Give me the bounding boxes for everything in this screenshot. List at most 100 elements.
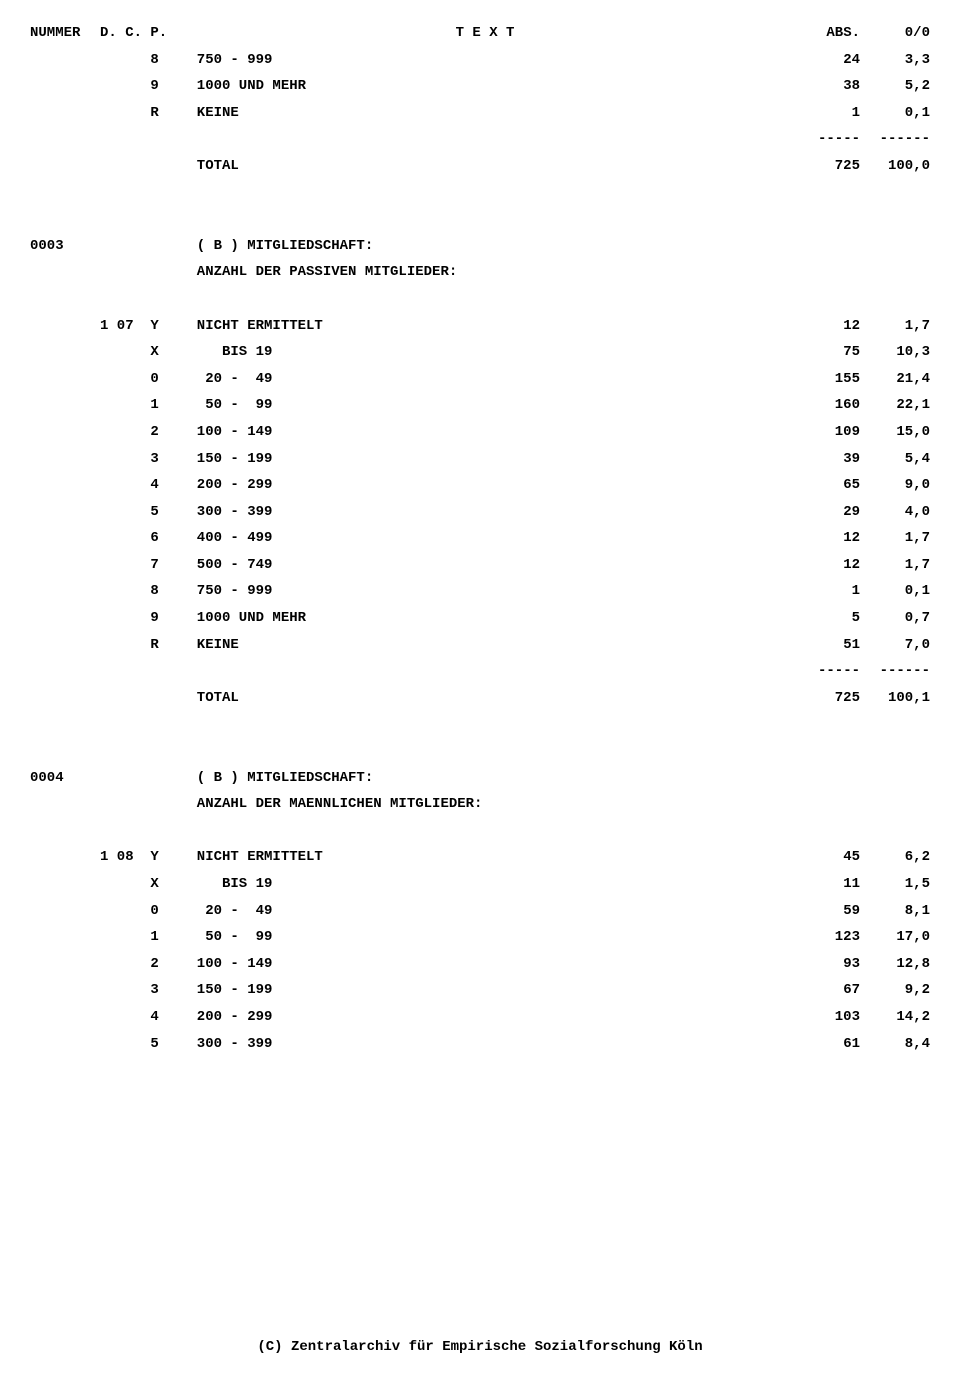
cell-text: KEINE [180,632,790,659]
cell-pct: 12,8 [860,951,930,978]
table-row: 1 07 Y NICHT ERMITTELT121,7 [30,313,930,340]
table-row: 1 08 Y NICHT ERMITTELT456,2 [30,844,930,871]
cell-abs: 65 [790,472,860,499]
table-row: 9 1000 UND MEHR50,7 [30,605,930,632]
cell-pct: 14,2 [860,1004,930,1031]
cell-pct [860,791,930,818]
cell-pct: 0,1 [860,578,930,605]
cell-pct: 1,5 [860,871,930,898]
cell-nummer [30,578,100,605]
cell-nummer [30,47,100,74]
cell-dcp [100,153,180,180]
header-nummer: NUMMER [30,20,100,47]
cell-dcp [100,765,180,792]
cell-pct: 17,0 [860,924,930,951]
cell-dcp: 3 [100,446,180,473]
table-row: 4 200 - 29910314,2 [30,1004,930,1031]
table-row: 1 50 - 9912317,0 [30,924,930,951]
cell-abs: 39 [790,446,860,473]
cell-dcp: 1 [100,924,180,951]
table-row: X BIS 197510,3 [30,339,930,366]
footer-text: (C) Zentralarchiv für Empirische Sozialf… [0,1339,960,1355]
cell-dcp: 8 [100,578,180,605]
cell-nummer [30,632,100,659]
table-row: 3 150 - 199679,2 [30,977,930,1004]
cell-abs: 24 [790,47,860,74]
table-row: ----------- [30,126,930,153]
cell-dcp: X [100,339,180,366]
cell-nummer [30,73,100,100]
cell-text: 1000 UND MEHR [180,605,790,632]
cell-pct: 5,4 [860,446,930,473]
cell-dcp: 9 [100,73,180,100]
cell-nummer [30,419,100,446]
cell-pct: 3,3 [860,47,930,74]
cell-text: BIS 19 [180,339,790,366]
cell-abs: 29 [790,499,860,526]
cell-pct: 100,0 [860,153,930,180]
table-row: 8 750 - 999243,3 [30,47,930,74]
cell-text: 200 - 299 [180,1004,790,1031]
cell-dcp [100,685,180,712]
cell-dcp: 4 [100,472,180,499]
cell-dcp: 4 [100,1004,180,1031]
cell-nummer [30,392,100,419]
cell-dcp [100,791,180,818]
cell-text: 750 - 999 [180,578,790,605]
table-row [30,818,930,845]
cell-pct: ------ [860,126,930,153]
cell-pct: 6,2 [860,844,930,871]
cell-nummer [30,977,100,1004]
cell-text [180,658,790,685]
cell-text: 500 - 749 [180,552,790,579]
cell-text: KEINE [180,100,790,127]
cell-text: 150 - 199 [180,446,790,473]
cell-dcp: X [100,871,180,898]
cell-text: 20 - 49 [180,898,790,925]
cell-dcp: R [100,632,180,659]
cell-nummer [30,339,100,366]
cell-abs: 75 [790,339,860,366]
table-row [30,206,930,233]
cell-abs [790,765,860,792]
cell-pct: 1,7 [860,552,930,579]
cell-abs: 160 [790,392,860,419]
cell-text: ( B ) MITGLIEDSCHAFT: [180,765,790,792]
cell-abs: 1 [790,100,860,127]
table-row: 2 100 - 1499312,8 [30,951,930,978]
cell-nummer [30,552,100,579]
cell-dcp: 7 [100,552,180,579]
cell-text: 20 - 49 [180,366,790,393]
cell-dcp: 5 [100,1031,180,1058]
cell-text: 300 - 399 [180,499,790,526]
table-row: ANZAHL DER PASSIVEN MITGLIEDER: [30,259,930,286]
cell-nummer [30,259,100,286]
cell-abs: 725 [790,685,860,712]
cell-abs: 1 [790,578,860,605]
cell-dcp: 8 [100,47,180,74]
cell-abs: ----- [790,126,860,153]
cell-pct: 0,7 [860,605,930,632]
table-row [30,738,930,765]
cell-dcp: 1 [100,392,180,419]
cell-abs: 45 [790,844,860,871]
table-row: TOTAL725100,1 [30,685,930,712]
cell-nummer [30,1031,100,1058]
cell-dcp [100,126,180,153]
table-row: 0004 ( B ) MITGLIEDSCHAFT: [30,765,930,792]
cell-abs: 67 [790,977,860,1004]
cell-nummer [30,951,100,978]
table-row: ----------- [30,658,930,685]
cell-dcp: 3 [100,977,180,1004]
cell-pct: 5,2 [860,73,930,100]
cell-text: 200 - 299 [180,472,790,499]
cell-nummer [30,685,100,712]
cell-nummer [30,898,100,925]
cell-pct: 10,3 [860,339,930,366]
cell-text: BIS 19 [180,871,790,898]
table-row: 8 750 - 99910,1 [30,578,930,605]
cell-pct: 1,7 [860,525,930,552]
cell-abs: 59 [790,898,860,925]
table-row: TOTAL725100,0 [30,153,930,180]
table-row: X BIS 19111,5 [30,871,930,898]
